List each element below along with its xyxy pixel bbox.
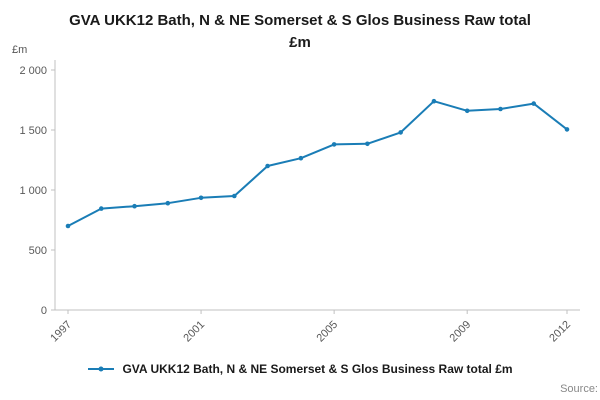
data-point [498, 106, 503, 112]
data-point [198, 195, 204, 201]
chart-title: GVA UKK12 Bath, N & NE Somerset & S Glos… [69, 12, 531, 51]
x-tick-label: 2001 [181, 319, 207, 345]
source-label: Source: [560, 383, 598, 395]
y-tick-label: 1 000 [19, 185, 47, 197]
legend-line-marker-icon [88, 366, 115, 372]
y-tick-label: 1 500 [19, 125, 47, 137]
x-tick-label: 2009 [448, 319, 474, 345]
data-point [65, 223, 71, 229]
data-point [531, 101, 537, 106]
data-point [365, 141, 370, 147]
data-point [398, 130, 403, 135]
data-point [132, 203, 137, 209]
legend: GVA UKK12 Bath, N & NE Somerset & S Glos… [0, 362, 600, 376]
data-point [265, 163, 270, 169]
x-tick-label: 2005 [314, 319, 340, 345]
x-tick-label: 2012 [547, 319, 573, 345]
series-line [67, 100, 568, 227]
data-point [298, 155, 304, 161]
data-point [331, 142, 337, 147]
y-tick-label: 500 [29, 245, 47, 257]
data-point [98, 206, 104, 211]
legend-label: GVA UKK12 Bath, N & NE Somerset & S Glos… [122, 362, 513, 376]
y-tick-label: 2 000 [19, 65, 47, 77]
data-point [431, 98, 437, 104]
data-point [165, 200, 171, 206]
data-point [564, 127, 570, 132]
data-point [232, 193, 237, 199]
data-point [464, 108, 470, 114]
x-tick-label: 1997 [48, 319, 74, 345]
y-tick-label: 0 [41, 305, 47, 317]
y-axis-unit-label: £m [12, 44, 28, 56]
